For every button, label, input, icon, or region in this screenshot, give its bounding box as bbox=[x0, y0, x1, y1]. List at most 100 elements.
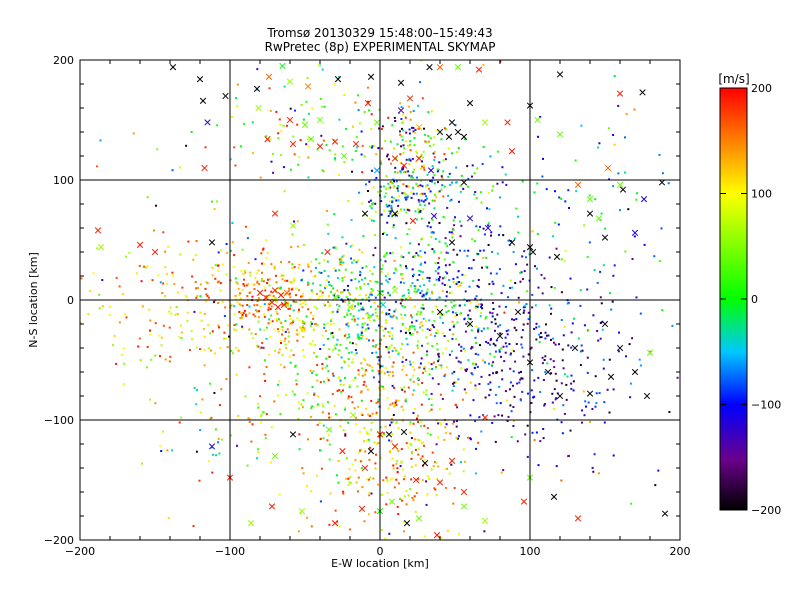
data-point-dot bbox=[446, 206, 449, 209]
data-point-dot bbox=[363, 440, 366, 443]
data-point-dot bbox=[419, 167, 422, 170]
data-point-dot bbox=[277, 287, 280, 289]
data-point-dot bbox=[432, 152, 435, 155]
data-point-dot bbox=[445, 295, 448, 298]
data-point-dot bbox=[284, 279, 287, 282]
data-point-dot bbox=[322, 405, 325, 408]
data-point-dot bbox=[209, 332, 212, 335]
data-point-dot bbox=[388, 371, 391, 374]
data-point-dot bbox=[411, 333, 414, 335]
data-point-dot bbox=[334, 246, 337, 249]
data-point-dot bbox=[600, 302, 603, 305]
x-tick-label: 200 bbox=[670, 545, 691, 558]
data-point-dot bbox=[168, 326, 171, 329]
data-point-dot bbox=[256, 304, 259, 307]
data-point-dot bbox=[283, 366, 286, 369]
data-point-dot bbox=[438, 240, 441, 243]
data-point-dot bbox=[457, 360, 460, 363]
data-point-dot bbox=[434, 488, 437, 491]
data-point-dot bbox=[360, 278, 363, 281]
data-point-dot bbox=[388, 356, 391, 359]
data-point-dot bbox=[312, 282, 315, 285]
data-point-dot bbox=[318, 262, 321, 265]
data-point-x bbox=[373, 119, 381, 126]
data-point-dot bbox=[512, 425, 515, 427]
data-point-dot bbox=[441, 332, 444, 335]
data-point-x bbox=[415, 155, 423, 162]
data-point-dot bbox=[429, 190, 432, 193]
data-point-dot bbox=[459, 190, 462, 193]
data-point-dot bbox=[413, 325, 416, 328]
data-point-dot bbox=[284, 343, 287, 346]
data-point-dot bbox=[362, 235, 365, 238]
data-point-dot bbox=[301, 467, 304, 470]
data-point-dot bbox=[338, 525, 341, 528]
data-point-dot bbox=[385, 279, 388, 282]
data-point-dot bbox=[360, 399, 363, 402]
data-point-dot bbox=[375, 411, 378, 414]
data-point-dot bbox=[507, 239, 510, 242]
data-point-dot bbox=[268, 294, 271, 297]
data-point-dot bbox=[341, 279, 344, 282]
data-point-dot bbox=[302, 335, 305, 338]
data-point-dot bbox=[402, 183, 405, 186]
data-point-dot bbox=[217, 251, 220, 254]
data-point-dot bbox=[453, 304, 456, 307]
data-point-dot bbox=[288, 280, 291, 283]
data-point-dot bbox=[417, 288, 420, 291]
data-point-dot bbox=[204, 146, 207, 149]
data-point-dot bbox=[219, 346, 222, 349]
data-point-dot bbox=[239, 297, 242, 300]
data-point-dot bbox=[418, 274, 421, 276]
data-point-dot bbox=[404, 314, 407, 317]
data-point-dot bbox=[137, 345, 140, 348]
data-point-dot bbox=[592, 314, 595, 317]
data-point-dot bbox=[242, 311, 245, 314]
data-point-dot bbox=[435, 306, 438, 309]
data-point-dot bbox=[475, 295, 478, 298]
data-point-dot bbox=[397, 351, 400, 354]
data-point-dot bbox=[363, 322, 366, 325]
data-point-dot bbox=[321, 403, 324, 406]
data-point-dot bbox=[472, 259, 475, 261]
data-point-dot bbox=[531, 431, 534, 434]
data-point-dot bbox=[557, 223, 560, 226]
data-point-dot bbox=[444, 486, 447, 489]
data-point-dot bbox=[179, 253, 182, 256]
data-point-dot bbox=[296, 123, 299, 126]
data-point-x bbox=[639, 89, 646, 96]
data-point-dot bbox=[532, 396, 535, 399]
data-point-dot bbox=[408, 132, 411, 135]
x-tick-label: −100 bbox=[215, 545, 245, 558]
data-point-dot bbox=[367, 314, 370, 317]
data-point-dot bbox=[435, 443, 438, 446]
data-point-dot bbox=[357, 309, 360, 312]
data-point-dot bbox=[401, 295, 404, 297]
data-point-dot bbox=[491, 364, 494, 367]
data-point-dot bbox=[476, 306, 479, 308]
data-point-dot bbox=[391, 337, 394, 340]
data-point-dot bbox=[507, 296, 509, 299]
data-point-dot bbox=[280, 274, 283, 277]
data-point-dot bbox=[451, 372, 454, 375]
data-point-dot bbox=[159, 281, 162, 284]
data-point-dot bbox=[357, 490, 359, 493]
data-point-dot bbox=[371, 412, 374, 415]
data-point-dot bbox=[585, 405, 587, 408]
data-point-dot bbox=[496, 313, 499, 316]
data-point-dot bbox=[419, 285, 422, 288]
data-point-dot bbox=[304, 329, 307, 332]
data-point-dot bbox=[667, 182, 670, 185]
data-point-x bbox=[553, 253, 561, 260]
data-point-dot bbox=[473, 240, 476, 243]
data-point-dot bbox=[180, 324, 182, 327]
data-point-dot bbox=[399, 330, 402, 333]
data-point-dot bbox=[303, 321, 306, 324]
data-point-dot bbox=[374, 346, 377, 348]
data-point-dot bbox=[494, 344, 497, 347]
data-point-dot bbox=[494, 329, 496, 332]
data-point-dot bbox=[292, 354, 295, 357]
data-point-dot bbox=[477, 327, 480, 330]
data-point-dot bbox=[169, 355, 172, 358]
data-point-dot bbox=[322, 303, 325, 306]
